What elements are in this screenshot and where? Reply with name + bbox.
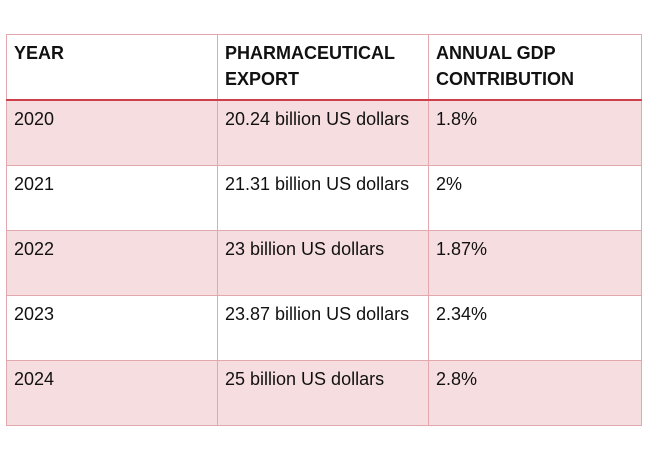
cell-gdp: 2.34%: [428, 295, 642, 361]
table-row: 2020 20.24 billion US dollars 1.8%: [6, 99, 642, 166]
cell-export: 23.87 billion US dollars: [217, 295, 429, 361]
table-body: 2020 20.24 billion US dollars 1.8% 2021 …: [6, 99, 642, 426]
header-row: YEAR PHARMACEUTICAL EXPORT ANNUAL GDP CO…: [6, 34, 642, 101]
header-year: YEAR: [6, 34, 218, 101]
cell-gdp: 1.87%: [428, 230, 642, 296]
cell-year: 2022: [6, 230, 218, 296]
table-row: 2023 23.87 billion US dollars 2.34%: [6, 295, 642, 361]
table-row: 2022 23 billion US dollars 1.87%: [6, 230, 642, 296]
pharma-export-table: YEAR PHARMACEUTICAL EXPORT ANNUAL GDP CO…: [6, 34, 642, 426]
cell-year: 2021: [6, 165, 218, 231]
cell-export: 23 billion US dollars: [217, 230, 429, 296]
cell-year: 2023: [6, 295, 218, 361]
cell-export: 20.24 billion US dollars: [217, 99, 429, 166]
cell-year: 2020: [6, 99, 218, 166]
cell-export: 21.31 billion US dollars: [217, 165, 429, 231]
cell-gdp: 2%: [428, 165, 642, 231]
table-header: YEAR PHARMACEUTICAL EXPORT ANNUAL GDP CO…: [6, 34, 642, 101]
cell-export: 25 billion US dollars: [217, 360, 429, 426]
cell-gdp: 2.8%: [428, 360, 642, 426]
cell-gdp: 1.8%: [428, 99, 642, 166]
header-annual-gdp-contribution: ANNUAL GDP CONTRIBUTION: [428, 34, 642, 101]
table-row: 2021 21.31 billion US dollars 2%: [6, 165, 642, 231]
header-pharmaceutical-export: PHARMACEUTICAL EXPORT: [217, 34, 429, 101]
table-row: 2024 25 billion US dollars 2.8%: [6, 360, 642, 426]
cell-year: 2024: [6, 360, 218, 426]
